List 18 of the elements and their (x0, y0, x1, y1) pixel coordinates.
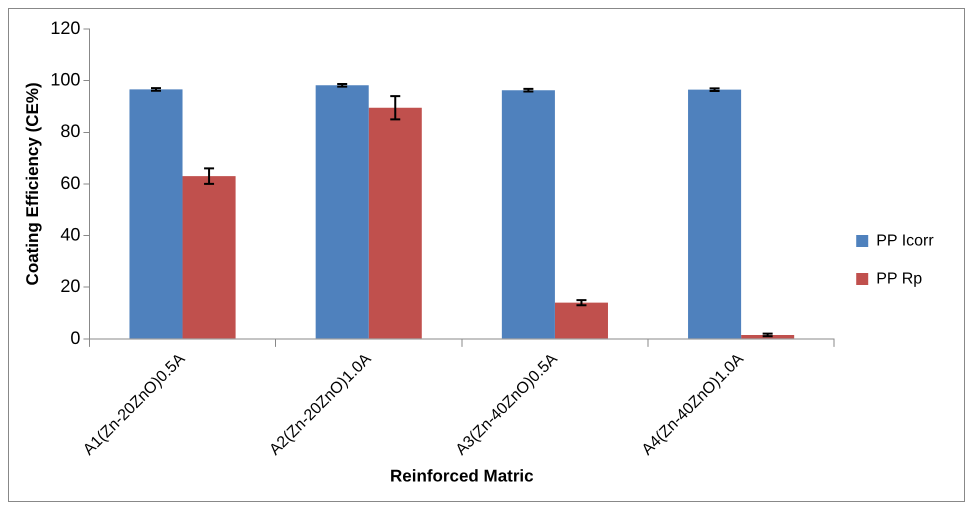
y-tick-label: 20 (60, 276, 80, 296)
bar (688, 90, 742, 338)
x-axis-title: Reinforced Matric (390, 466, 534, 486)
bar (316, 85, 369, 338)
bar (182, 176, 236, 338)
legend-label: PP Rp (876, 270, 922, 288)
y-tick-label: 60 (60, 172, 80, 193)
legend-label: PP Icorr (876, 232, 934, 250)
bar (502, 90, 555, 338)
bar (129, 89, 183, 338)
y-tick-label: 100 (50, 70, 80, 90)
bar (368, 108, 422, 338)
y-tick-label: 40 (60, 224, 80, 245)
bar (554, 302, 608, 338)
y-tick-label: 80 (60, 121, 80, 142)
y-tick-label: 0 (70, 328, 80, 348)
y-tick-label: 120 (50, 18, 80, 38)
y-axis-title: Coating Efficiency (CE%) (22, 82, 42, 286)
